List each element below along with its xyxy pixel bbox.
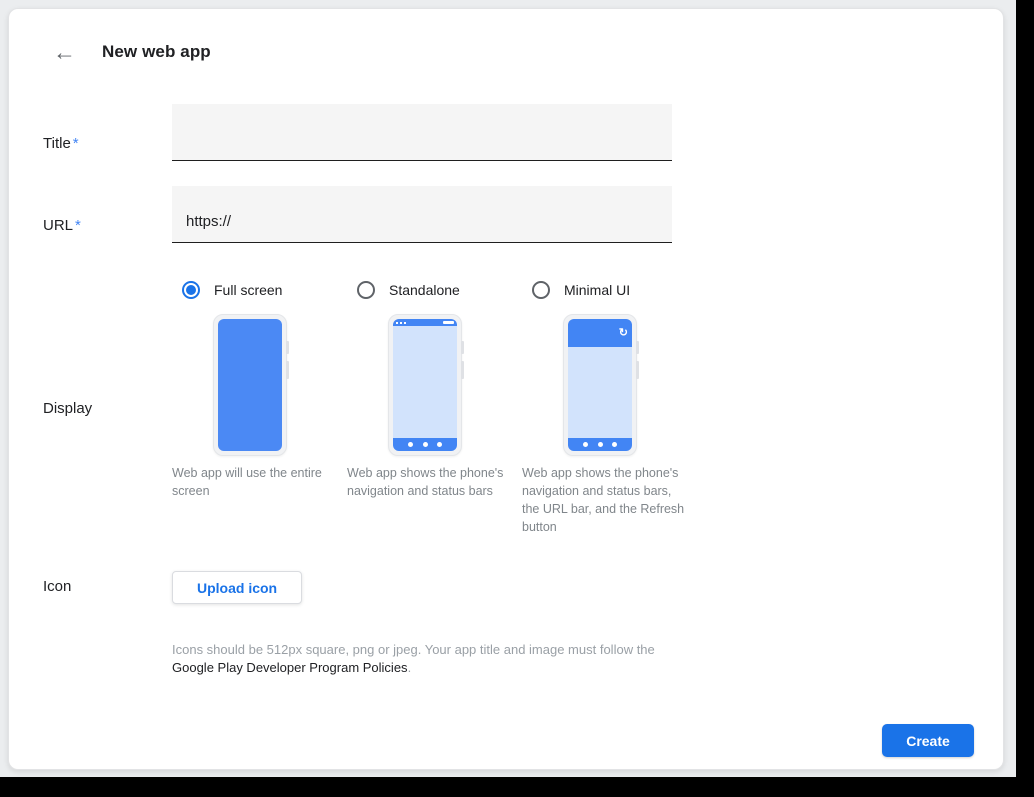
standalone-radio-label: Standalone bbox=[389, 282, 460, 298]
page-title: New web app bbox=[102, 42, 211, 61]
nav-button bbox=[408, 442, 414, 447]
url-label: URL * bbox=[43, 217, 81, 234]
nav-button bbox=[611, 442, 617, 447]
display-option-minimal-ui: Minimal UI ↻ bbox=[522, 281, 697, 536]
icon-helper-text: Icons should be 512px square, png or jpe… bbox=[172, 641, 677, 677]
url-required-asterisk: * bbox=[75, 217, 81, 234]
url-label-text: URL bbox=[43, 217, 74, 234]
fullscreen-radio-label: Full screen bbox=[214, 282, 283, 298]
new-web-app-dialog: ← New web app Title* URL* Display Full s… bbox=[8, 8, 1004, 770]
create-button[interactable]: Create bbox=[882, 724, 974, 757]
radio-unselected-icon[interactable] bbox=[357, 281, 375, 299]
phone-side-button bbox=[461, 361, 464, 379]
dialog-header: ← New web app bbox=[53, 39, 211, 65]
fullscreen-phone-preview bbox=[213, 314, 289, 456]
nav-button bbox=[422, 442, 428, 447]
helper-suffix: . bbox=[407, 660, 412, 675]
radio-unselected-icon[interactable] bbox=[532, 281, 550, 299]
helper-text: Icons should be 512px square, png or jpe… bbox=[172, 642, 655, 657]
web-content-area bbox=[393, 326, 457, 438]
title-label: Title * bbox=[43, 135, 79, 152]
display-option-standalone: Standalone bbox=[347, 281, 522, 536]
url-bar: ↻ bbox=[568, 319, 632, 347]
phone-side-button bbox=[636, 361, 639, 379]
nav-button bbox=[583, 442, 589, 447]
url-field-row: URL * bbox=[43, 186, 973, 243]
radio-selected-icon[interactable] bbox=[182, 281, 200, 299]
minimal-ui-radio-label: Minimal UI bbox=[564, 282, 631, 298]
refresh-icon: ↻ bbox=[618, 326, 628, 339]
title-required-asterisk: * bbox=[72, 135, 79, 152]
phone-side-button bbox=[461, 341, 464, 354]
title-field-row: Title * bbox=[43, 104, 973, 161]
status-icons bbox=[396, 321, 406, 324]
url-input[interactable] bbox=[172, 186, 672, 243]
minimal-ui-radio-row[interactable]: Minimal UI bbox=[522, 281, 697, 299]
standalone-radio-row[interactable]: Standalone bbox=[347, 281, 522, 299]
fullscreen-radio-row[interactable]: Full screen bbox=[172, 281, 347, 299]
title-label-text: Title bbox=[43, 135, 71, 152]
icon-field-row: Icon Upload icon bbox=[43, 571, 973, 604]
title-input[interactable] bbox=[172, 104, 672, 161]
nav-button bbox=[597, 442, 603, 447]
display-options: Full screen Web app will use the entire … bbox=[172, 281, 697, 536]
standalone-screen bbox=[393, 319, 457, 451]
icon-label: Icon bbox=[43, 578, 72, 595]
phone-side-button bbox=[636, 341, 639, 354]
phone-side-button bbox=[286, 341, 289, 354]
upload-icon-button[interactable]: Upload icon bbox=[172, 571, 303, 604]
policies-link[interactable]: Google Play Developer Program Policies bbox=[172, 660, 408, 675]
display-option-fullscreen: Full screen Web app will use the entire … bbox=[172, 281, 347, 536]
minimal-ui-phone-preview: ↻ bbox=[563, 314, 639, 456]
fullscreen-description: Web app will use the entire screen bbox=[172, 466, 322, 498]
nav-button bbox=[436, 442, 442, 447]
status-bar bbox=[393, 319, 457, 326]
display-label: Display bbox=[43, 400, 93, 417]
standalone-description: Web app shows the phone's navigation and… bbox=[347, 466, 504, 498]
nav-bar bbox=[568, 438, 632, 451]
fullscreen-screen bbox=[218, 319, 282, 451]
phone-side-button bbox=[286, 361, 289, 379]
standalone-phone-preview bbox=[388, 314, 464, 456]
page-background: ← New web app Title* URL* Display Full s… bbox=[0, 0, 1016, 777]
nav-bar bbox=[393, 438, 457, 451]
back-arrow-icon[interactable]: ← bbox=[53, 38, 76, 65]
minimal-ui-description: Web app shows the phone's navigation and… bbox=[522, 466, 685, 534]
battery-icon bbox=[443, 321, 454, 324]
minimal-ui-screen: ↻ bbox=[568, 319, 632, 451]
web-content-area bbox=[568, 347, 632, 438]
